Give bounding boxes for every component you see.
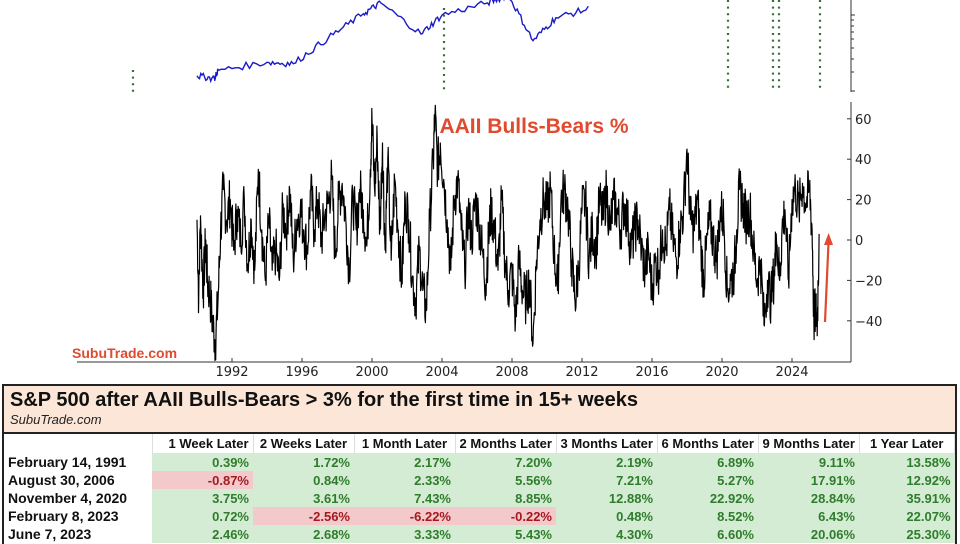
- cell-9m: 17.91%: [758, 471, 859, 489]
- cell-6m: 6.89%: [657, 453, 758, 471]
- svg-text:2008: 2008: [495, 365, 528, 380]
- cell-2m: -0.22%: [455, 507, 556, 525]
- svg-text:60: 60: [855, 113, 872, 128]
- cell-6m: 5.27%: [657, 471, 758, 489]
- cell-1y: 25.30%: [859, 525, 955, 543]
- cell-2w: -2.56%: [253, 507, 354, 525]
- cell-1w: 2.46%: [152, 525, 253, 543]
- svg-text:2020: 2020: [705, 365, 738, 380]
- cell-1y: 13.58%: [859, 453, 955, 471]
- row-date: August 30, 2006: [8, 472, 115, 488]
- table-header-row: 1 Week Later 2 Weeks Later 1 Month Later…: [4, 434, 955, 453]
- cell-6m: 8.52%: [657, 507, 758, 525]
- cell-1w: 0.39%: [152, 453, 253, 471]
- cell-3m: 7.21%: [556, 471, 657, 489]
- svg-text:2004: 2004: [425, 365, 458, 380]
- svg-text:1992: 1992: [215, 365, 248, 380]
- cell-1m: 3.33%: [354, 525, 455, 543]
- row-date: November 4, 2020: [8, 490, 128, 506]
- cell-9m: 6.43%: [758, 507, 859, 525]
- sp500-line: [196, 0, 589, 84]
- cell-2w: 2.68%: [253, 525, 354, 543]
- cell-1y: 35.91%: [859, 489, 955, 507]
- svg-text:−40: −40: [855, 315, 882, 330]
- table-row: February 8, 2023 0.72% -2.56% -6.22% -0.…: [4, 507, 955, 525]
- table-header: S&P 500 after AAII Bulls-Bears > 3% for …: [4, 386, 955, 434]
- sp500-axis-ticks: [851, 14, 855, 92]
- cell-1m: 2.33%: [354, 471, 455, 489]
- table-row: August 30, 2006 -0.87% 0.84% 2.33% 5.56%…: [4, 471, 955, 489]
- row-date: June 7, 2023: [8, 526, 92, 542]
- col-header-9m: 9 Months Later: [758, 434, 860, 453]
- table-title: S&P 500 after AAII Bulls-Bears > 3% for …: [10, 389, 639, 411]
- cell-2m: 7.20%: [455, 453, 556, 471]
- svg-text:2016: 2016: [635, 365, 668, 380]
- cell-1w: 3.75%: [152, 489, 253, 507]
- svg-text:40: 40: [855, 153, 872, 168]
- cell-2m: 8.85%: [455, 489, 556, 507]
- row-date: February 14, 1991: [8, 454, 127, 470]
- svg-text:2000: 2000: [355, 365, 388, 380]
- col-header-6m: 6 Months Later: [657, 434, 759, 453]
- svg-text:0: 0: [855, 234, 863, 249]
- table-row: November 4, 2020 3.75% 3.61% 7.43% 8.85%…: [4, 489, 955, 507]
- cell-2w: 3.61%: [253, 489, 354, 507]
- svg-text:2024: 2024: [775, 365, 808, 380]
- cell-1w: -0.87%: [152, 471, 253, 489]
- cell-9m: 28.84%: [758, 489, 859, 507]
- row-date: February 8, 2023: [8, 508, 119, 524]
- col-header-3m: 3 Months Later: [556, 434, 658, 453]
- cell-1m: -6.22%: [354, 507, 455, 525]
- cell-2m: 5.56%: [455, 471, 556, 489]
- returns-table-panel: S&P 500 after AAII Bulls-Bears > 3% for …: [2, 384, 957, 544]
- cell-3m: 2.19%: [556, 453, 657, 471]
- sp500-panel: [131, 0, 855, 92]
- cell-3m: 4.30%: [556, 525, 657, 543]
- col-header-2w: 2 Weeks Later: [253, 434, 355, 453]
- table-subtitle: SubuTrade.com: [10, 412, 102, 427]
- cell-2m: 5.43%: [455, 525, 556, 543]
- cell-9m: 20.06%: [758, 525, 859, 543]
- cell-2w: 0.84%: [253, 471, 354, 489]
- cell-9m: 9.11%: [758, 453, 859, 471]
- cell-1y: 22.07%: [859, 507, 955, 525]
- cell-1w: 0.72%: [152, 507, 253, 525]
- cell-3m: 12.88%: [556, 489, 657, 507]
- cell-3m: 0.48%: [556, 507, 657, 525]
- col-header-1w: 1 Week Later: [152, 434, 254, 453]
- charts-area: 60 40 20 0 −20 −40 1992 1996 2000 2004 2008 2012 20…: [72, 0, 882, 380]
- col-header-2m: 2 Months Later: [455, 434, 557, 453]
- svg-text:−20: −20: [855, 274, 882, 289]
- cell-6m: 6.60%: [657, 525, 758, 543]
- col-header-date: [4, 434, 153, 453]
- cell-2w: 1.72%: [253, 453, 354, 471]
- svg-text:20: 20: [855, 194, 872, 209]
- cell-1m: 7.43%: [354, 489, 455, 507]
- cell-1m: 2.17%: [354, 453, 455, 471]
- cell-6m: 22.92%: [657, 489, 758, 507]
- cell-1y: 12.92%: [859, 471, 955, 489]
- svg-text:1996: 1996: [285, 365, 318, 380]
- aaii-y-ticks: 60 40 20 0 −20 −40: [847, 113, 882, 330]
- up-arrow-annotation: [823, 233, 833, 323]
- aaii-panel: 60 40 20 0 −20 −40 1992 1996 2000 2004 2008 2012 20…: [72, 102, 882, 380]
- watermark: SubuTrade.com: [72, 345, 177, 361]
- svg-text:2012: 2012: [565, 365, 598, 380]
- aaii-x-ticks: 1992 1996 2000 2004 2008 2012 2016 2020 2024: [215, 358, 809, 380]
- signal-dotted-lines: [131, 0, 822, 92]
- table-row: June 7, 2023 2.46% 2.68% 3.33% 5.43% 4.3…: [4, 525, 955, 543]
- chart-title: AAII Bulls-Bears %: [439, 115, 628, 138]
- col-header-1m: 1 Month Later: [354, 434, 456, 453]
- col-header-1y: 1 Year Later: [859, 434, 955, 453]
- charts-svg: 60 40 20 0 −20 −40 1992 1996 2000 2004 2008 2012 20…: [72, 0, 882, 380]
- returns-table: 1 Week Later 2 Weeks Later 1 Month Later…: [4, 434, 955, 543]
- aaii-line: [196, 104, 820, 362]
- table-row: February 14, 1991 0.39% 1.72% 2.17% 7.20…: [4, 453, 955, 471]
